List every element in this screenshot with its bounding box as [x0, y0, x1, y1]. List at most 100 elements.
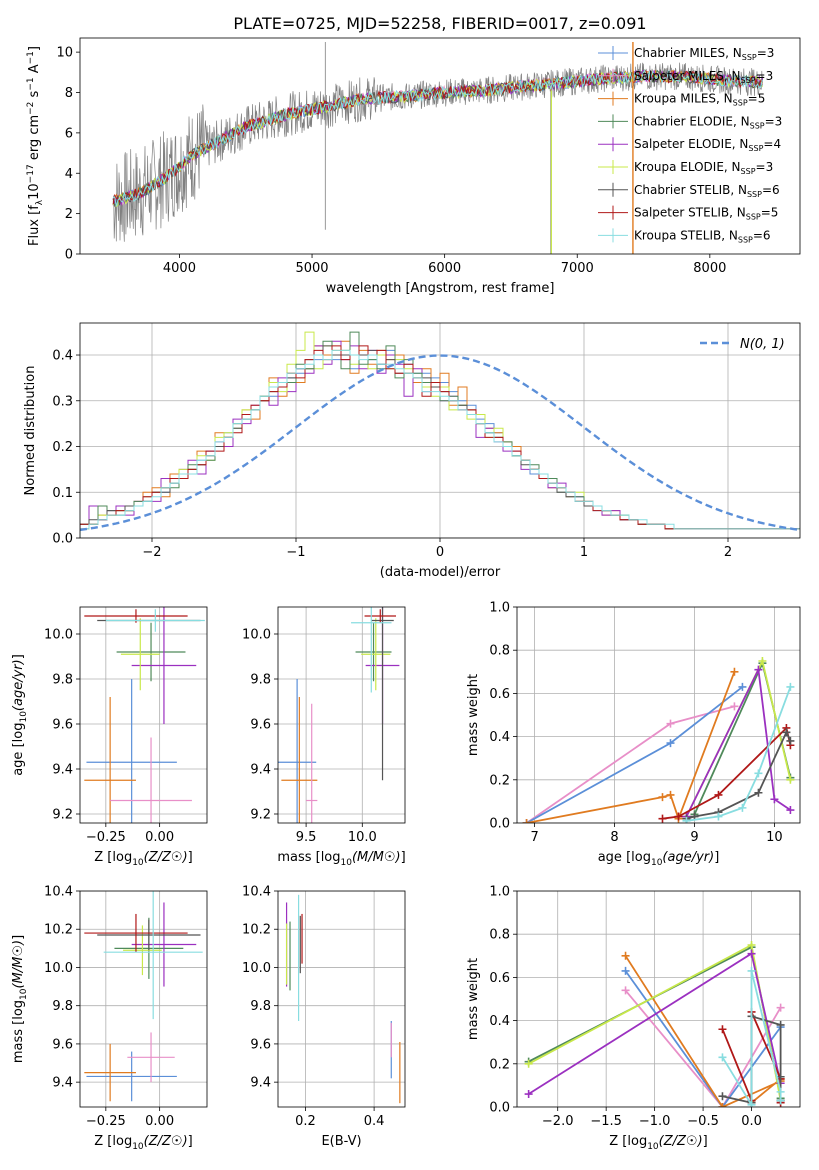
- weight-point-marker: [658, 793, 667, 802]
- label-part: ]: [188, 850, 193, 865]
- label-part: λ: [35, 199, 45, 205]
- residuals-xlabel: (data-model)/error: [380, 565, 501, 580]
- mass_vs_ebv-ytick-label: 10.2: [242, 923, 271, 938]
- spectrum-model-line: [112, 69, 763, 207]
- label-part: (M/M☉): [11, 940, 26, 989]
- label-part: mass [log: [11, 1000, 26, 1063]
- weight_vs_age-ytick-label: 0.6: [489, 687, 510, 702]
- label-sub: 10: [132, 1142, 144, 1152]
- spectrum-ytick-label: 10: [56, 46, 73, 61]
- weight-point-marker: [776, 1096, 785, 1105]
- mass_vs_Z-ytick-label: 10.0: [44, 961, 73, 976]
- weight_vs_Z-xtick-label: 0.0: [741, 1114, 762, 1129]
- age_vs_Z-panel: −0.25 0.009.29.49.69.810.0Z [log10(Z/Z☉)]…: [11, 606, 208, 868]
- weight-series-line: [685, 666, 791, 817]
- legend-entry-sub: SSP: [746, 213, 761, 222]
- weight_vs_Z-xtick-label: −1.0: [639, 1114, 671, 1129]
- weight_vs_Z-xtick-label: −1.5: [590, 1114, 622, 1129]
- mass_vs_Z-xtick-label: −0.25: [86, 1114, 126, 1129]
- weight-point-marker: [786, 806, 795, 815]
- weight-point-marker: [747, 1100, 756, 1107]
- age_vs_Z-plot-area: [80, 607, 207, 823]
- weight-point-marker: [718, 1053, 727, 1062]
- legend-entry-n: =4: [763, 137, 781, 151]
- legend-entry: Kroupa MILES, NSSP=5: [634, 92, 765, 108]
- weight-point-marker: [754, 769, 763, 778]
- legend-entry-sub: SSP: [741, 167, 756, 176]
- spectrum-ytick-label: 8: [65, 86, 73, 101]
- mass_vs_ebv-frame: [277, 890, 406, 1108]
- weight-point-marker: [747, 949, 756, 958]
- mass_vs_Z-ytick-label: 9.8: [52, 999, 73, 1014]
- spectrum-panel: 4000 5000 6000 7000 8000 0 2 4 6 8 10 wavelength [A…: [26, 37, 801, 296]
- weight_vs_Z-xlabel: Z [log10(Z/Z☉)]: [609, 1134, 707, 1152]
- age_vs_Z-xtick-label: −0.25: [86, 830, 126, 845]
- weight-point-marker: [524, 1090, 533, 1099]
- mass_vs_ebv-plot-area: [278, 891, 405, 1107]
- label-sub: 10: [19, 711, 29, 723]
- label-part: age [log: [598, 850, 651, 865]
- spectrum-ytick-label: 6: [65, 126, 73, 141]
- weight-point-marker: [714, 812, 723, 821]
- mass_vs_ebv-ytick-label: 9.4: [250, 1076, 271, 1091]
- age_vs_mass-xtick-label: 10.0: [348, 830, 377, 845]
- age_vs_Z-frame: [79, 606, 208, 824]
- label-part: ]: [703, 1134, 708, 1149]
- spectrum-ytick-label: 0: [65, 248, 73, 263]
- mass_vs_Z-plot-area: [80, 891, 207, 1107]
- residuals-xtick-label: −1: [286, 545, 305, 560]
- legend-entry-text: Salpeter STELIB, N: [634, 206, 746, 220]
- legend-entry-n: =3: [765, 114, 783, 128]
- label-sub: 10: [19, 988, 29, 1000]
- weight-point-marker: [738, 682, 747, 691]
- spectrum-xtick-label: 4000: [163, 261, 196, 276]
- label-part: Z [log: [94, 1134, 132, 1149]
- residuals-ytick-label: 0.2: [52, 440, 73, 455]
- residuals-ylabel: Normed distribution: [23, 366, 38, 496]
- weight_vs_age-ytick-label: 0.0: [489, 817, 510, 832]
- legend-entry: Chabrier ELODIE, NSSP=3: [634, 114, 782, 130]
- weight_vs_Z-ytick-label: 1.0: [489, 885, 510, 900]
- spectrum-frame: [79, 37, 801, 255]
- label-part: (Z/Z☉): [659, 1134, 703, 1149]
- weight-point-marker: [621, 966, 630, 975]
- mass_vs_Z-xtick-label: 0.00: [145, 1114, 174, 1129]
- label-part: s: [27, 90, 42, 101]
- age_vs_Z-ytick-label: 9.8: [52, 673, 73, 688]
- mass_vs_Z-ylabel: mass [log10(M/M☉)]: [11, 935, 29, 1063]
- label-part: 10: [27, 183, 42, 200]
- weight-point-marker: [621, 986, 630, 995]
- age_vs_mass-ytick-label: 10.0: [242, 628, 271, 643]
- residuals-frame: [79, 322, 801, 539]
- label-part: age [log: [11, 723, 26, 776]
- weight-series-line: [624, 989, 782, 1107]
- weight_vs_Z-xtick-label: −2.0: [542, 1114, 574, 1129]
- mass_vs_Z-ytick-label: 9.4: [52, 1076, 73, 1091]
- label-part: Z [log: [94, 850, 132, 865]
- legend-entry: Kroupa ELODIE, NSSP=3: [634, 160, 773, 176]
- weight_vs_Z-ytick-label: 0.8: [489, 928, 510, 943]
- legend-entry-text: Kroupa MILES, N: [634, 92, 733, 106]
- mass_vs_Z-panel: −0.25 0.009.49.69.810.010.210.4Z [log10(Z…: [11, 885, 208, 1152]
- legend-entry-n: =5: [748, 92, 766, 106]
- legend-entry-text: Chabrier MILES, N: [634, 46, 742, 60]
- label-part: Z [log: [609, 1134, 647, 1149]
- legend-entry-sub: SSP: [747, 190, 762, 199]
- weight_vs_age-xtick-label: 8: [610, 830, 618, 845]
- weight_vs_age-xlabel: age [log10(age/yr)]: [598, 850, 720, 868]
- weight-point-marker: [718, 1092, 727, 1101]
- label-sub: 10: [341, 858, 353, 868]
- age_vs_mass-xlabel: mass [log10(M/M☉)]: [277, 850, 405, 868]
- weight_vs_age-xtick-label: 9: [690, 830, 698, 845]
- residuals-plot-area: [80, 323, 800, 538]
- label-part: (Z/Z☉): [144, 850, 188, 865]
- legend-entry-n: =3: [756, 69, 774, 83]
- mass_vs_ebv-xtick-label: 0.4: [364, 1114, 385, 1129]
- residual-histogram: [80, 349, 800, 538]
- legend-entry-n: =3: [757, 46, 775, 60]
- label-part: ]: [401, 850, 406, 865]
- label-part: (Z/Z☉): [144, 1134, 188, 1149]
- label-part: (M/M☉): [352, 850, 401, 865]
- weight-point-marker: [714, 790, 723, 799]
- weight-point-marker: [786, 775, 795, 784]
